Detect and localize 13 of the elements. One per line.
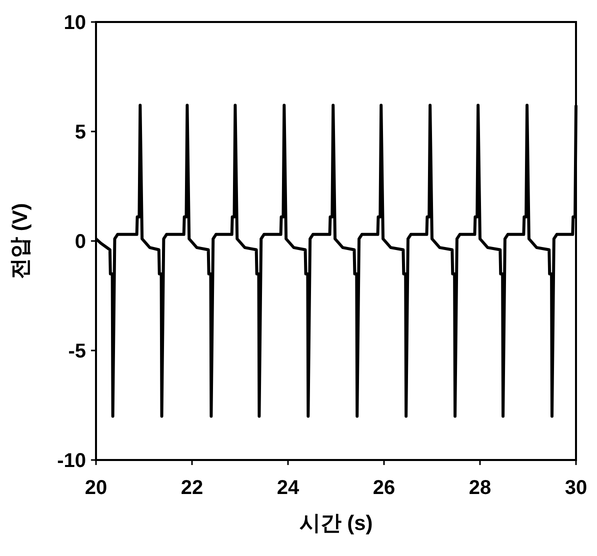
- ylabel: 전압 (V): [9, 203, 32, 279]
- ytick-label: -5: [68, 340, 86, 362]
- xtick-label: 28: [468, 477, 492, 499]
- ytick-label: 10: [64, 12, 86, 34]
- xtick-label: 26: [372, 477, 396, 499]
- ytick-label: 0: [74, 231, 86, 253]
- xtick-label: 30: [564, 477, 588, 499]
- xtick-label: 20: [84, 477, 108, 499]
- ytick-label: -10: [57, 450, 86, 472]
- xlabel: 시간 (s): [299, 512, 373, 535]
- xtick-label: 24: [276, 477, 300, 499]
- xtick-label: 22: [180, 477, 204, 499]
- ytick-label: 5: [74, 122, 86, 144]
